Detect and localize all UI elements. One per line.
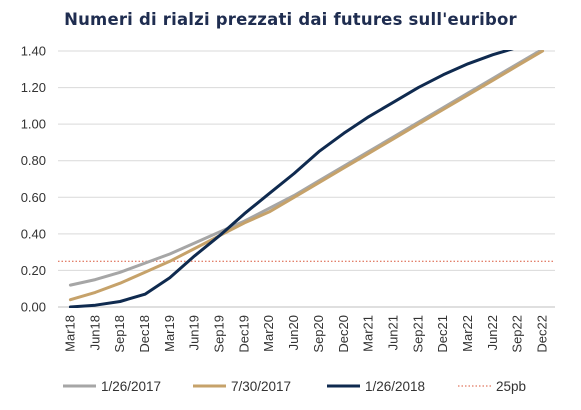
series-line-1 <box>68 50 544 287</box>
series-line-3 <box>68 50 514 308</box>
y-tick-label: 0.20 <box>21 263 46 278</box>
y-tick-label: 1.40 <box>21 44 46 59</box>
x-tick-label: Sep21 <box>410 315 425 353</box>
x-tick-label: Sep20 <box>311 315 326 353</box>
x-tick-label: Sep18 <box>112 315 127 353</box>
x-tick-label: Mar19 <box>162 315 177 352</box>
x-tick-label: Dec22 <box>535 315 550 353</box>
series-line-2 <box>68 50 545 302</box>
y-tick-label: 1.00 <box>21 117 46 132</box>
series-group <box>68 50 545 308</box>
legend-label-2: 7/30/2017 <box>231 379 291 394</box>
y-tick-label: 1.20 <box>21 80 46 95</box>
x-tick-label: Jun22 <box>485 315 500 350</box>
legend-label-1: 1/26/2017 <box>101 379 161 394</box>
legend-label-4: 25pb <box>496 379 526 394</box>
x-tick-label: Jun21 <box>385 315 400 350</box>
chart-title: Numeri di rialzi prezzati dai futures su… <box>64 10 517 29</box>
legend-label-3: 1/26/2018 <box>365 379 425 394</box>
x-tick-label: Mar21 <box>361 315 376 352</box>
x-tick-label: Sep22 <box>510 315 525 353</box>
x-tick-label: Dec19 <box>236 315 251 353</box>
y-tick-label: 0.40 <box>21 226 46 241</box>
y-tick-label: 0.60 <box>21 190 46 205</box>
x-tick-label: Dec21 <box>435 315 450 353</box>
x-tick-label: Jun18 <box>87 315 102 350</box>
x-tick-label: Mar22 <box>460 315 475 352</box>
x-tick-label: Mar18 <box>62 315 77 352</box>
x-tick-label: Dec18 <box>137 315 152 353</box>
x-tick-label: Sep19 <box>212 315 227 353</box>
x-tick-label: Dec20 <box>336 315 351 353</box>
y-tick-label: 0.80 <box>21 153 46 168</box>
x-tick-label: Mar20 <box>261 315 276 352</box>
x-tick-label: Jun20 <box>286 315 301 350</box>
y-tick-label: 0.00 <box>21 300 46 315</box>
x-tick-label: Jun19 <box>187 315 202 350</box>
